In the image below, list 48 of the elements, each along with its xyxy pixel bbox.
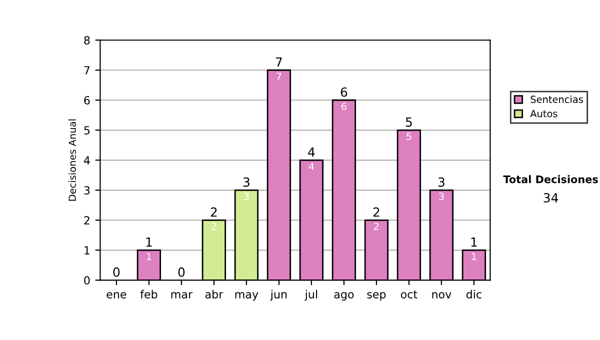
legend-label: Autos (530, 110, 558, 118)
y-tick-label: 5 (84, 126, 90, 135)
y-tick-label: 0 (84, 276, 90, 285)
total-label: 1 (146, 238, 152, 247)
total-label: 2 (373, 207, 380, 217)
y-tick-label: 4 (84, 156, 90, 164)
total-label: 0 (113, 267, 120, 277)
total-label: 3 (438, 177, 444, 187)
data-label: 3 (439, 192, 444, 200)
total-label: 4 (308, 148, 315, 157)
x-tick-label: ene (106, 292, 126, 298)
total-label: 6 (340, 87, 348, 97)
x-tick-label: ago (334, 292, 354, 301)
total-label: 5 (406, 118, 412, 127)
total-label: 0 (178, 267, 185, 277)
x-tick-label: dic (466, 290, 482, 298)
y-tick-label: 7 (84, 66, 90, 74)
data-label: 7 (276, 72, 282, 80)
x-tick-label: nov (432, 292, 452, 298)
total-label: 7 (276, 58, 282, 67)
x-tick-label: feb (140, 290, 158, 298)
x-tick-label: sep (367, 292, 386, 301)
x-tick-label: oct (400, 290, 418, 298)
x-tick-label: mar (171, 292, 193, 298)
y-tick-label: 8 (84, 36, 90, 44)
total-label: 3 (243, 177, 250, 187)
data-label: 3 (244, 192, 249, 200)
y-tick-label: 3 (84, 186, 90, 195)
data-label: 1 (472, 252, 476, 260)
x-tick-label: may (235, 292, 258, 301)
y-tick-label: 2 (84, 216, 90, 224)
data-label: 2 (374, 222, 379, 230)
y-axis-title: Decisiones Anual (68, 119, 76, 201)
text: 34 (544, 193, 558, 203)
data-label: 4 (308, 162, 314, 170)
x-tick-label: abr (205, 290, 224, 298)
data-label: 6 (342, 102, 346, 110)
y-tick-label: 6 (84, 96, 90, 105)
x-tick-label: jul (304, 290, 318, 301)
text: Total Decisiones (503, 175, 598, 184)
total-label: 2 (210, 207, 217, 217)
x-tick-label: jun (270, 290, 287, 301)
data-label: 1 (146, 252, 152, 260)
y-tick-label: 1 (84, 246, 90, 254)
legend-label: Sentencias (530, 95, 583, 104)
total-label: 1 (471, 238, 477, 247)
data-label: 2 (212, 222, 216, 230)
data-label: 5 (406, 132, 412, 140)
